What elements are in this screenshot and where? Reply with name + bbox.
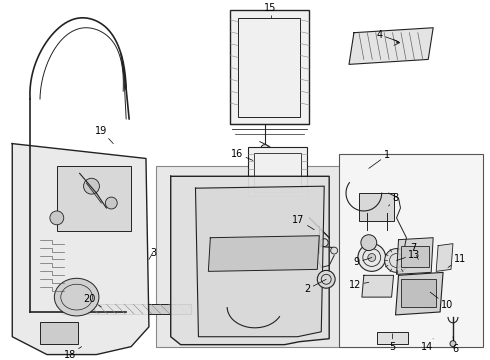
Text: 10: 10 <box>430 292 453 310</box>
Text: 17: 17 <box>293 215 314 230</box>
Text: 4: 4 <box>377 30 398 42</box>
Circle shape <box>385 249 408 273</box>
Circle shape <box>306 243 317 253</box>
Text: 7: 7 <box>410 243 418 260</box>
Text: 2: 2 <box>304 279 326 294</box>
FancyBboxPatch shape <box>57 166 131 231</box>
FancyBboxPatch shape <box>401 246 429 267</box>
Circle shape <box>105 197 117 209</box>
Text: 6: 6 <box>452 337 458 354</box>
Text: 19: 19 <box>95 126 113 144</box>
FancyBboxPatch shape <box>359 193 393 221</box>
Circle shape <box>320 239 328 247</box>
Text: 18: 18 <box>64 347 82 360</box>
Text: 15: 15 <box>264 3 276 18</box>
Circle shape <box>84 178 99 194</box>
Text: 20: 20 <box>83 294 101 307</box>
Text: 14: 14 <box>421 339 433 352</box>
Circle shape <box>331 247 338 254</box>
FancyBboxPatch shape <box>248 147 307 196</box>
Text: 9: 9 <box>354 257 372 267</box>
Polygon shape <box>436 244 453 271</box>
Polygon shape <box>208 236 319 271</box>
FancyBboxPatch shape <box>62 304 191 314</box>
Circle shape <box>50 211 64 225</box>
Text: 12: 12 <box>349 280 369 290</box>
Circle shape <box>358 244 386 271</box>
FancyBboxPatch shape <box>230 10 309 124</box>
Text: 1: 1 <box>369 150 390 168</box>
Text: 8: 8 <box>389 193 398 206</box>
Circle shape <box>318 270 335 288</box>
Text: 5: 5 <box>390 334 396 352</box>
FancyBboxPatch shape <box>156 166 463 347</box>
Circle shape <box>261 145 269 153</box>
Polygon shape <box>362 275 393 297</box>
FancyBboxPatch shape <box>40 322 77 344</box>
Polygon shape <box>196 186 324 337</box>
FancyBboxPatch shape <box>377 332 408 344</box>
Text: 13: 13 <box>396 249 420 261</box>
Text: 11: 11 <box>448 255 466 267</box>
Polygon shape <box>12 144 149 355</box>
Text: 16: 16 <box>231 149 253 161</box>
FancyBboxPatch shape <box>401 279 436 307</box>
Ellipse shape <box>54 278 99 316</box>
Polygon shape <box>396 238 433 274</box>
Polygon shape <box>349 28 433 64</box>
Polygon shape <box>171 176 329 345</box>
Circle shape <box>361 235 377 251</box>
FancyBboxPatch shape <box>339 153 483 347</box>
Polygon shape <box>395 273 443 315</box>
Circle shape <box>450 341 456 347</box>
Circle shape <box>368 253 376 261</box>
Text: 3: 3 <box>149 248 156 260</box>
